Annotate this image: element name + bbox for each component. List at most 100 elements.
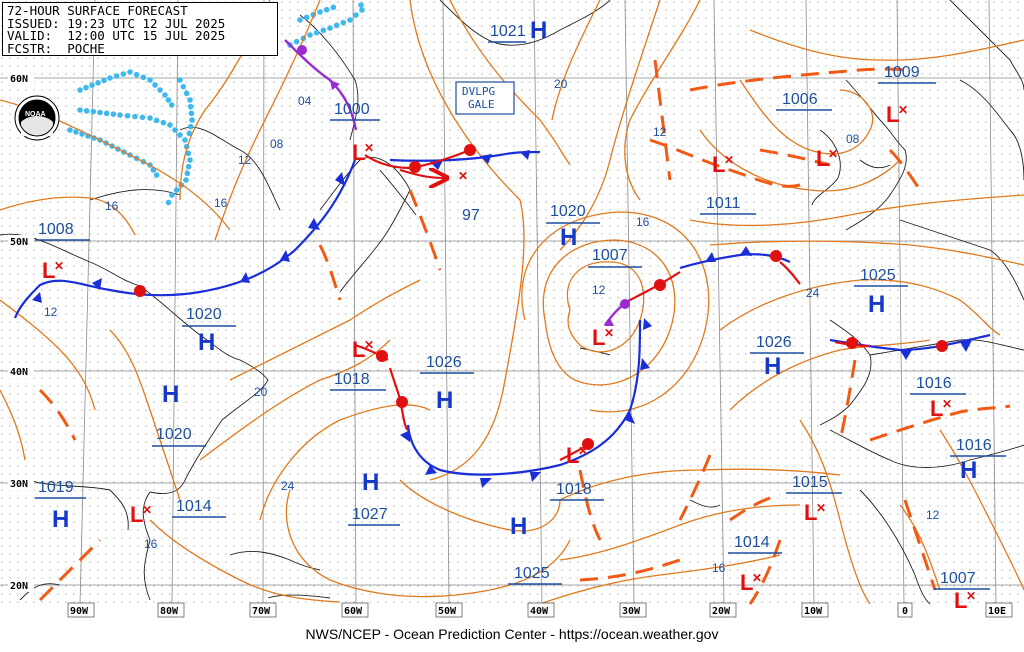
svg-text:1009: 1009 (884, 64, 920, 81)
svg-text:1026: 1026 (426, 354, 462, 371)
ice-dot (77, 107, 83, 113)
svg-text:1014: 1014 (734, 534, 770, 551)
ice-dot (185, 163, 192, 170)
low-pressure-icon: L✕ (130, 502, 152, 527)
high-pressure-icon: H (868, 291, 885, 318)
ice-dot (187, 103, 194, 110)
ice-dot (183, 90, 190, 97)
ice-dot (186, 130, 193, 137)
low-pressure-icon: L✕ (352, 140, 374, 165)
svg-text:1011: 1011 (706, 195, 741, 212)
svg-text:1019: 1019 (38, 479, 74, 496)
svg-text:L: L (566, 443, 579, 468)
ice-dot (172, 127, 178, 133)
ice-dot (183, 177, 189, 183)
high-pressure-icon: H (436, 387, 453, 414)
svg-text:L: L (886, 102, 899, 127)
svg-text:1025: 1025 (514, 565, 550, 582)
ice-dot (120, 71, 127, 77)
svg-text:1025: 1025 (860, 267, 896, 284)
svg-text:✕: ✕ (816, 501, 826, 515)
svg-text:✕: ✕ (458, 169, 468, 183)
low-pressure-icon: L✕ (954, 588, 976, 613)
ice-dot (167, 122, 173, 128)
ice-dot (132, 113, 138, 120)
svg-text:✕: ✕ (364, 141, 374, 155)
svg-text:16: 16 (105, 199, 119, 213)
ice-dot (95, 80, 101, 86)
low-pressure-icon: L✕ (886, 102, 908, 127)
svg-text:✕: ✕ (724, 153, 734, 167)
svg-text:60W: 60W (344, 606, 363, 617)
low-pressure-icon: L✕ (930, 396, 952, 421)
ice-dot (173, 187, 180, 193)
svg-text:0: 0 (902, 606, 908, 617)
svg-text:1027: 1027 (352, 506, 388, 523)
ice-dot (113, 73, 120, 79)
header-valid: VALID: 12:00 UTC 15 JUL 2025 (7, 28, 226, 43)
svg-text:L: L (712, 152, 725, 177)
ice-dot (327, 25, 333, 31)
ice-dot (303, 14, 310, 21)
ice-dot (180, 83, 187, 90)
ice-dot (340, 19, 347, 26)
warm-front-scallops (134, 144, 948, 450)
svg-text:1015: 1015 (792, 474, 828, 491)
svg-text:1020: 1020 (156, 426, 192, 443)
svg-text:04: 04 (298, 94, 312, 108)
ice-dot (160, 119, 167, 126)
svg-text:1026: 1026 (756, 334, 792, 351)
svg-text:1018: 1018 (334, 371, 370, 388)
header-forecaster: FCSTR: POCHE (7, 40, 105, 56)
ice-dot (133, 71, 140, 78)
ice-dot (187, 97, 193, 103)
svg-text:10E: 10E (988, 606, 1006, 617)
svg-text:50N: 50N (10, 237, 28, 248)
latitude-labels: 60N 50N 40N 30N 20N (8, 72, 34, 592)
ice-dot (90, 108, 97, 115)
svg-text:L: L (592, 325, 605, 350)
ice-dot (153, 172, 160, 178)
ice-dot (162, 92, 168, 98)
header-title: 72-HOUR SURFACE FORECAST (7, 3, 188, 18)
svg-text:30W: 30W (622, 606, 641, 617)
high-pressure-icon: H (362, 469, 379, 496)
low-pressure-icon: L✕ (42, 258, 64, 283)
svg-text:40N: 40N (10, 367, 28, 378)
svg-text:✕: ✕ (142, 503, 152, 517)
ice-dot (107, 75, 113, 81)
svg-text:12: 12 (592, 283, 606, 297)
svg-text:L: L (930, 396, 943, 421)
svg-text:16: 16 (214, 196, 228, 210)
ice-dot (187, 157, 193, 163)
svg-text:16: 16 (636, 215, 650, 229)
ice-dot (157, 87, 163, 93)
svg-text:24: 24 (806, 286, 820, 300)
svg-text:20: 20 (554, 77, 568, 91)
svg-text:✕: ✕ (752, 571, 762, 585)
svg-text:✕: ✕ (578, 444, 588, 458)
svg-text:08: 08 (846, 132, 860, 146)
ice-dot (103, 110, 110, 117)
svg-text:L: L (130, 502, 143, 527)
ice-dot (168, 102, 175, 108)
lat-lon-grid (0, 0, 1024, 605)
ice-dot (165, 97, 172, 103)
ice-dot (177, 77, 183, 83)
ice-dot (293, 38, 300, 45)
svg-text:L: L (954, 588, 967, 613)
svg-text:1014: 1014 (176, 498, 212, 515)
svg-text:1021: 1021 (490, 23, 526, 40)
svg-text:80W: 80W (160, 606, 179, 617)
svg-text:40W: 40W (530, 606, 549, 617)
svg-text:1000: 1000 (334, 101, 370, 118)
ice-dot (110, 111, 117, 117)
high-pressure-icon: H (960, 457, 977, 484)
ice-dot (320, 27, 327, 34)
svg-text:✕: ✕ (966, 589, 976, 603)
svg-text:L: L (740, 570, 753, 595)
ice-dot (140, 74, 147, 81)
svg-text:L: L (352, 337, 365, 362)
high-pressure-icon: H (52, 506, 69, 533)
svg-text:16: 16 (144, 537, 158, 551)
